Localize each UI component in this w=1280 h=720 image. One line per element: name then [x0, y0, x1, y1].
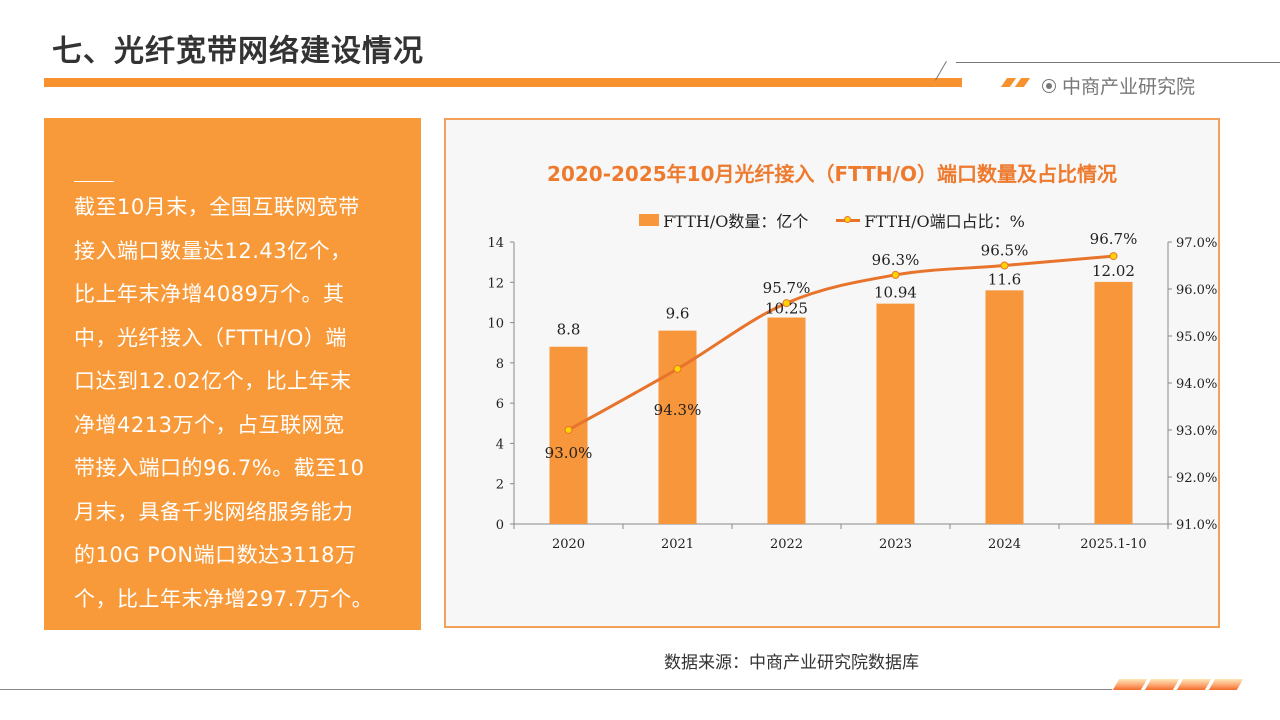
- line-marker: [564, 426, 573, 434]
- target-circle-icon: [1042, 78, 1056, 93]
- line-series: [567, 254, 1114, 432]
- footer-decorative-stripe: [1112, 679, 1148, 690]
- summary-panel: 截至10月末，全国互联网宽带 接入端口数量达12.43亿个， 比上年末净增408…: [44, 118, 421, 630]
- line-marker: [782, 299, 791, 308]
- bar-value-label: 10.94: [874, 284, 917, 302]
- y-right-tick-label: 93.0%: [1176, 424, 1217, 439]
- bar: [1094, 281, 1133, 524]
- summary-dash-divider: [74, 181, 114, 182]
- x-tick-label: 2023: [879, 537, 912, 552]
- line-value-label: 94.3%: [654, 401, 702, 419]
- line-value-label: 96.7%: [1090, 230, 1138, 248]
- summary-line: 口达到12.02亿个，比上年末: [74, 369, 352, 393]
- y-right-tick-label: 94.0%: [1176, 377, 1217, 392]
- decorative-slash: [1014, 78, 1031, 87]
- line-value-label: 93.0%: [545, 444, 593, 462]
- y-right-tick-label: 91.0%: [1176, 518, 1217, 533]
- y-left-tick-label: 2: [496, 478, 504, 493]
- chart-title: 2020-2025年10月光纤接入（FTTH/O）端口数量及占比情况: [547, 162, 1117, 186]
- summary-line: 月末，具备千兆网络服务能力: [74, 499, 354, 524]
- decorative-slash: [1000, 78, 1017, 87]
- chart-legend: FTTH/O数量：亿个 FTTH/O端口占比：%: [446, 208, 1218, 232]
- line-marker: [1109, 252, 1118, 261]
- brand-logo: 中商产业研究院: [1042, 72, 1195, 99]
- x-tick-label: 2025.1-10: [1080, 537, 1146, 552]
- footer-decorative-stripe: [1208, 679, 1244, 690]
- bar-value-label: 11.6: [988, 270, 1021, 288]
- brand-name: 中商产业研究院: [1062, 76, 1196, 98]
- summary-line: 的10G PON端口数达3118万: [74, 543, 357, 567]
- legend-label: FTTH/O端口占比：%: [864, 212, 1025, 231]
- bar-value-label: 12.02: [1092, 262, 1135, 280]
- y-left-tick-label: 12: [487, 276, 504, 291]
- bar: [549, 346, 588, 524]
- y-left-tick-label: 4: [496, 437, 504, 452]
- legend-label: FTTH/O数量：亿个: [663, 212, 809, 231]
- summary-line: 截至10月末，全国互联网宽带: [74, 195, 360, 219]
- bar: [767, 317, 806, 524]
- bar: [985, 290, 1024, 524]
- title-accent-bar: [44, 78, 962, 87]
- x-tick-label: 2024: [988, 537, 1021, 552]
- y-right-tick-label: 92.0%: [1176, 471, 1217, 486]
- x-tick-label: 2020: [552, 537, 585, 552]
- summary-text: 截至10月末，全国互联网宽带 接入端口数量达12.43亿个， 比上年末净增408…: [74, 186, 419, 621]
- y-right-tick-label: 97.0%: [1176, 236, 1217, 251]
- page-title: 七、光纤宽带网络建设情况: [52, 34, 424, 69]
- bar-value-label: 9.6: [666, 305, 690, 323]
- y-left-tick-label: 0: [496, 518, 504, 533]
- chart-plot: 0 2 4 6 8 10 12 14 91.0% 92.0% 93.0% 94.0% 95.0% 96.0…: [487, 230, 1217, 552]
- legend-item-line: FTTH/O端口占比：%: [836, 208, 1025, 232]
- y-right-tick-label: 95.0%: [1176, 330, 1217, 345]
- legend-item-bar: FTTH/O数量：亿个: [639, 208, 808, 232]
- footer-decorative-stripe: [1176, 679, 1212, 690]
- line-marker: [1000, 261, 1009, 270]
- line-marker: [673, 364, 682, 373]
- y-left-tick-label: 14: [487, 236, 504, 251]
- y-right-tick-label: 96.0%: [1176, 283, 1217, 298]
- bar-value-label: 10.25: [765, 300, 808, 318]
- x-tick-label: 2021: [661, 537, 694, 552]
- summary-line: 净增4213万个，占互联网宽: [74, 412, 345, 437]
- header-divider: [956, 62, 1280, 63]
- summary-line: 比上年末净增4089万个。其: [74, 282, 345, 306]
- summary-line: 个，比上年末净增297.7万个。: [74, 586, 374, 611]
- legend-bar-swatch: [639, 214, 660, 226]
- legend-line-swatch: [836, 214, 861, 226]
- line-value-label: 96.3%: [872, 251, 920, 269]
- summary-line: 中，光纤接入（FTTH/O）端: [74, 325, 347, 350]
- y-left-tick-label: 8: [496, 357, 504, 372]
- y-left-tick-label: 10: [487, 317, 504, 332]
- y-left-tick-label: 6: [496, 397, 504, 412]
- summary-line: 带接入端口的96.7%。截至10: [74, 456, 365, 480]
- chart-container: 2020-2025年10月光纤接入（FTTH/O）端口数量及占比情况 FTTH/…: [444, 118, 1220, 628]
- data-source: 数据来源：中商产业研究院数据库: [664, 653, 919, 673]
- footer-decorative-stripe: [1144, 679, 1180, 690]
- bar-value-label: 8.8: [557, 321, 581, 339]
- x-tick-label: 2022: [770, 537, 803, 552]
- footer-divider: [0, 689, 1112, 690]
- bar: [876, 303, 915, 524]
- line-value-label: 96.5%: [981, 242, 1029, 260]
- summary-line: 接入端口数量达12.43亿个，: [74, 238, 352, 263]
- line-value-label: 95.7%: [763, 279, 811, 297]
- line-marker: [891, 270, 900, 279]
